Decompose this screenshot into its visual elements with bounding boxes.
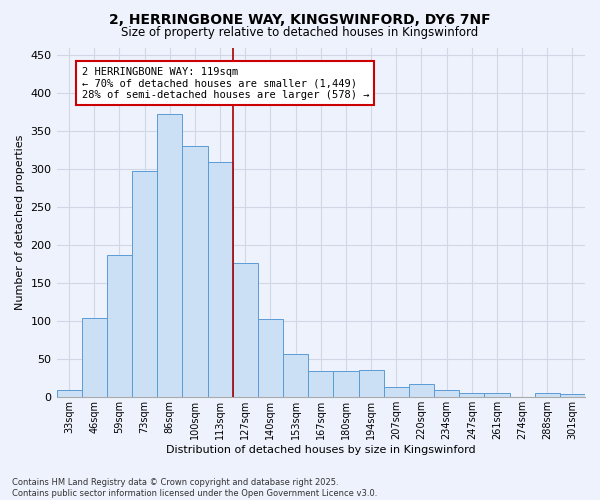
Bar [484,394,509,398]
Text: Contains HM Land Registry data © Crown copyright and database right 2025.
Contai: Contains HM Land Registry data © Crown c… [12,478,377,498]
Text: Size of property relative to detached houses in Kingswinford: Size of property relative to detached ho… [121,26,479,39]
Bar [56,390,82,398]
Bar [434,390,459,398]
Y-axis label: Number of detached properties: Number of detached properties [15,134,25,310]
Bar [535,394,560,398]
Bar [560,394,585,398]
Bar [258,319,283,398]
Bar [359,370,383,398]
Bar [233,264,258,398]
Bar [182,146,208,398]
X-axis label: Distribution of detached houses by size in Kingswinford: Distribution of detached houses by size … [166,445,476,455]
Bar [132,170,157,398]
Text: 2 HERRINGBONE WAY: 119sqm
← 70% of detached houses are smaller (1,449)
28% of se: 2 HERRINGBONE WAY: 119sqm ← 70% of detac… [82,66,369,100]
Bar [82,318,107,398]
Text: 2, HERRINGBONE WAY, KINGSWINFORD, DY6 7NF: 2, HERRINGBONE WAY, KINGSWINFORD, DY6 7N… [109,12,491,26]
Bar [208,162,233,398]
Bar [334,370,359,398]
Bar [283,354,308,398]
Bar [409,384,434,398]
Bar [157,114,182,398]
Bar [308,370,334,398]
Bar [107,255,132,398]
Bar [383,386,409,398]
Bar [459,394,484,398]
